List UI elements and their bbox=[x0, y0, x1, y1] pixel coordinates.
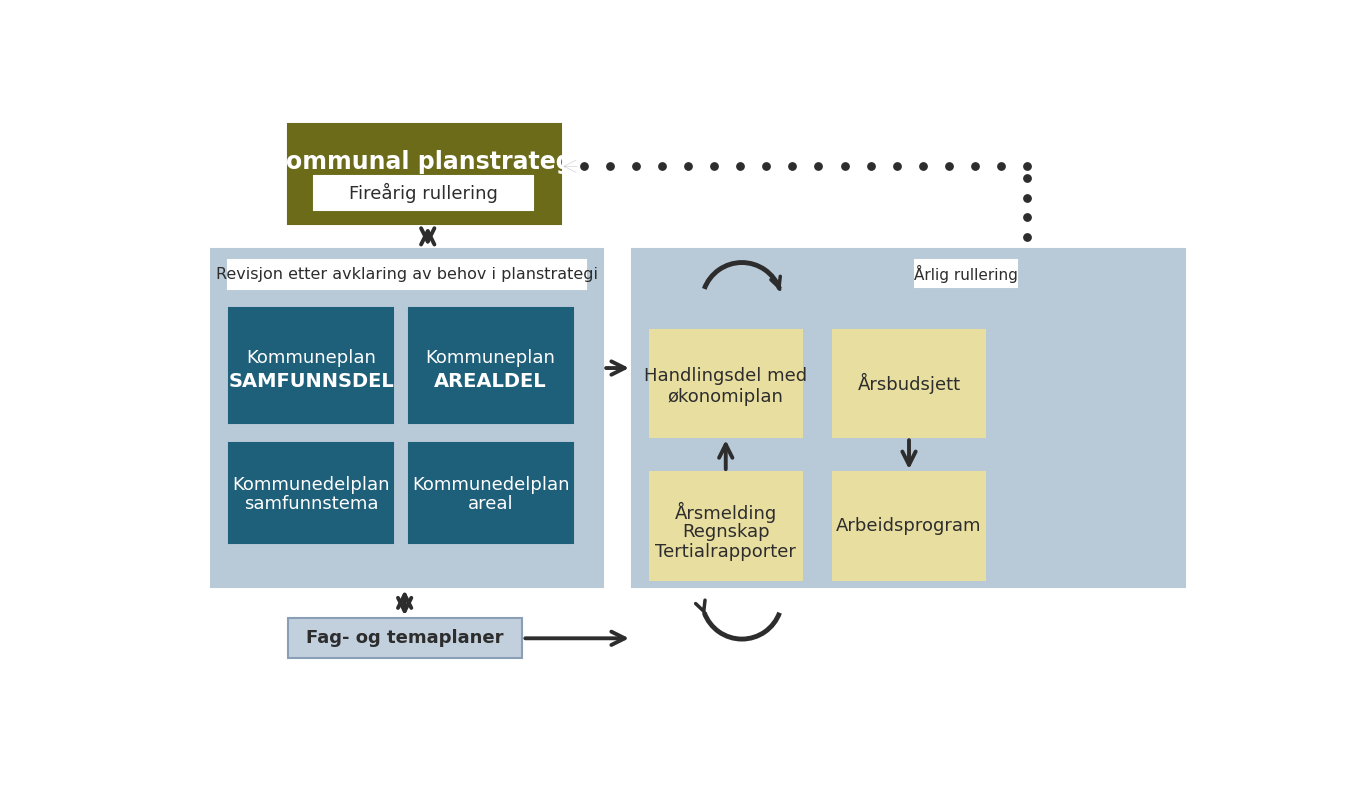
Text: Årsbudsjett: Årsbudsjett bbox=[858, 373, 960, 394]
Bar bbox=[650, 472, 802, 580]
Text: Tertialrapporter: Tertialrapporter bbox=[655, 543, 797, 561]
Point bbox=[782, 160, 804, 173]
Text: Kommunedelplan: Kommunedelplan bbox=[233, 476, 390, 494]
Bar bbox=[287, 619, 523, 658]
Bar bbox=[313, 175, 534, 210]
Text: økonomiplan: økonomiplan bbox=[667, 388, 783, 406]
Text: Revisjon etter avklaring av behov i planstrategi: Revisjon etter avklaring av behov i plan… bbox=[215, 267, 598, 282]
Bar bbox=[832, 472, 985, 580]
Bar bbox=[227, 260, 586, 290]
Point bbox=[756, 160, 778, 173]
Bar bbox=[915, 260, 1017, 287]
Text: Arbeidsprogram: Arbeidsprogram bbox=[836, 517, 982, 535]
Text: Regnskap: Regnskap bbox=[682, 523, 770, 541]
Bar bbox=[229, 443, 394, 543]
Bar bbox=[409, 308, 572, 424]
Text: samfunnstema: samfunnstema bbox=[244, 495, 379, 514]
Text: AREALDEL: AREALDEL bbox=[434, 372, 546, 391]
Point bbox=[834, 160, 855, 173]
Point bbox=[677, 160, 699, 173]
Point bbox=[964, 160, 986, 173]
Text: Kommunal planstrategi: Kommunal planstrategi bbox=[268, 151, 580, 174]
Bar bbox=[409, 443, 572, 543]
Point bbox=[730, 160, 752, 173]
Point bbox=[1016, 211, 1038, 223]
Text: Årsmelding: Årsmelding bbox=[674, 502, 776, 522]
Point bbox=[938, 160, 960, 173]
Text: Årlig rullering: Årlig rullering bbox=[914, 264, 1017, 282]
Point bbox=[625, 160, 647, 173]
Bar bbox=[650, 330, 802, 437]
Point bbox=[911, 160, 933, 173]
Point bbox=[1016, 160, 1038, 173]
Point bbox=[703, 160, 725, 173]
Point bbox=[808, 160, 829, 173]
Point bbox=[1016, 191, 1038, 204]
Point bbox=[885, 160, 907, 173]
Point bbox=[573, 160, 595, 173]
Text: Handlingsdel med: Handlingsdel med bbox=[644, 367, 808, 385]
Bar bbox=[229, 308, 394, 424]
Point bbox=[859, 160, 881, 173]
Text: Kommuneplan: Kommuneplan bbox=[247, 349, 376, 367]
Text: areal: areal bbox=[467, 495, 513, 514]
Text: SAMFUNNSDEL: SAMFUNNSDEL bbox=[229, 372, 394, 391]
Point bbox=[651, 160, 673, 173]
Bar bbox=[211, 249, 603, 588]
Text: Kommunedelplan: Kommunedelplan bbox=[411, 476, 569, 494]
Text: Fag- og temaplaner: Fag- og temaplaner bbox=[306, 630, 504, 647]
Bar bbox=[832, 330, 985, 437]
Point bbox=[599, 160, 621, 173]
Point bbox=[1016, 231, 1038, 244]
Point bbox=[990, 160, 1012, 173]
Point bbox=[1016, 171, 1038, 184]
Text: Kommuneplan: Kommuneplan bbox=[425, 349, 556, 367]
Bar bbox=[632, 249, 1185, 588]
Text: Fireårig rullering: Fireårig rullering bbox=[349, 183, 498, 203]
Bar bbox=[287, 124, 561, 224]
